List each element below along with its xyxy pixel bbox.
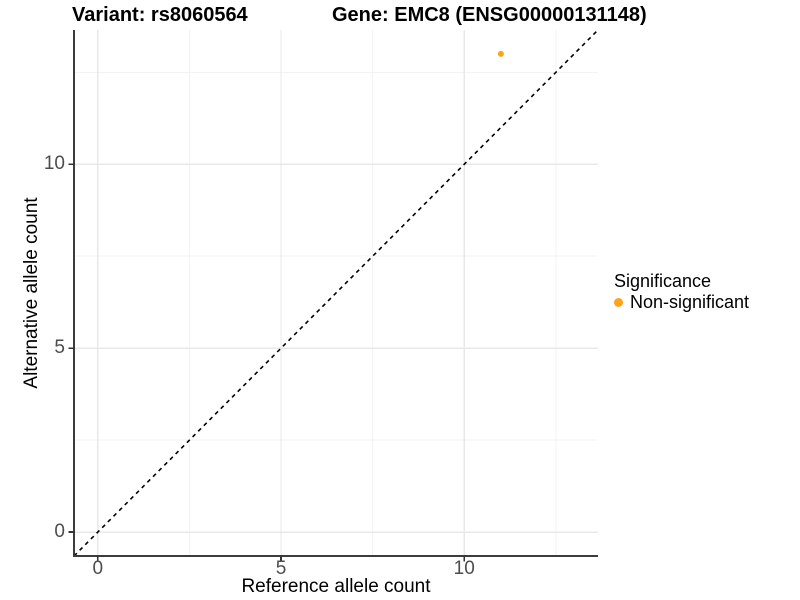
y-axis-title: Alternative allele count [21, 197, 42, 389]
identity-line [73, 29, 599, 557]
x-tick-label: 0 [92, 558, 104, 579]
legend-title: Significance [614, 271, 712, 291]
plot-title-variant: Variant: rs8060564 [72, 4, 248, 26]
y-tick-label: 5 [54, 337, 65, 359]
x-tick-label: 10 [453, 558, 475, 579]
y-tick-label: 10 [43, 153, 65, 175]
legend: Significance Non-significant [614, 270, 749, 312]
legend-dot-icon [614, 297, 623, 307]
data-point [497, 50, 504, 57]
x-axis-title: Reference allele count [241, 576, 431, 597]
plot-title-gene: Gene: EMC8 (ENSG00000131148) [332, 4, 647, 26]
legend-item-label: Non-significant [630, 291, 750, 312]
y-tick-label: 0 [54, 521, 65, 543]
legend-item: Non-significant [614, 292, 749, 312]
x-tick-label: 5 [275, 558, 287, 579]
